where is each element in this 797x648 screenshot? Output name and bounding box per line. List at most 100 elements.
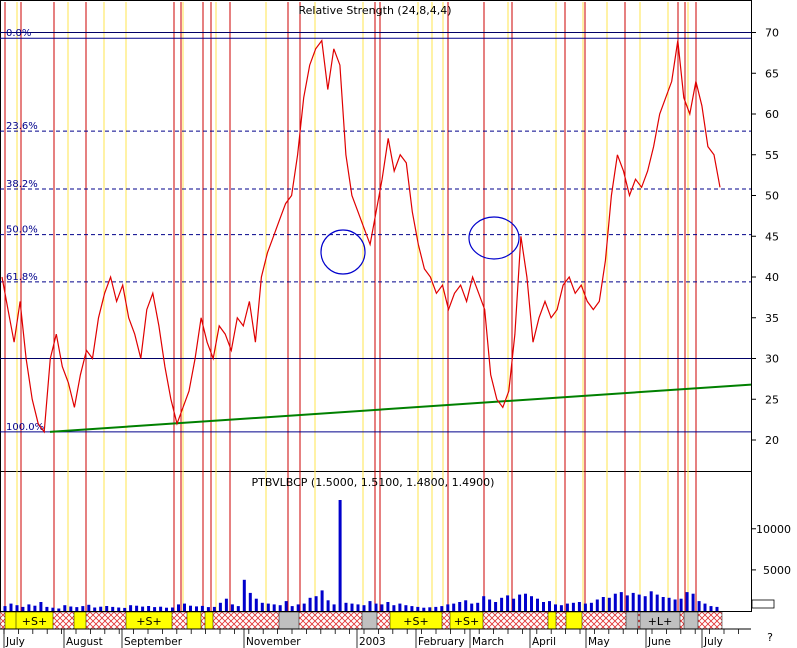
volume-bar (147, 606, 151, 611)
volume-bar (458, 602, 462, 611)
volume-bar (428, 607, 432, 611)
volume-bar (685, 592, 689, 611)
month-label: March (472, 636, 504, 648)
month-label: 2003 (359, 636, 386, 648)
month-label: July (5, 636, 25, 648)
volume-bar (248, 592, 252, 611)
volume-bar (500, 597, 504, 611)
band-segment (547, 611, 557, 630)
price-series (1, 39, 721, 434)
volume-panel-frame (0, 471, 752, 612)
volume-bar (571, 602, 575, 611)
volume-bar (643, 596, 647, 611)
volume-bar (236, 606, 240, 611)
volume-bar (296, 604, 300, 611)
volume-bar (123, 607, 127, 611)
highlight-circles (320, 216, 520, 275)
volume-bar (673, 599, 677, 611)
volume-bar (512, 598, 516, 611)
volume-bar (494, 602, 498, 611)
volume-bar (661, 597, 665, 611)
volume-bar (440, 606, 444, 611)
volume-bar (595, 599, 599, 611)
fib-level-label: 0.0% (6, 28, 31, 39)
volume-bar (536, 598, 539, 611)
y-tick-label: 60 (765, 108, 779, 121)
month-label: July (703, 636, 723, 648)
price-chart-title: Relative Strength (24,8,4,4) (298, 4, 451, 17)
band-label: +S+ (403, 615, 428, 628)
volume-bar (284, 601, 288, 611)
corner-mark: ? (767, 631, 773, 644)
volume-bar (212, 606, 216, 611)
volume-tick-label: 5000 (763, 564, 791, 577)
volume-bar (260, 602, 264, 611)
y-tick-label: 45 (765, 230, 779, 243)
volume-bar (69, 606, 73, 611)
volume-bar (392, 605, 396, 611)
volume-bar (206, 607, 210, 611)
volume-bars (3, 500, 719, 611)
volume-bar (589, 602, 593, 611)
fib-level-label: 50.0% (6, 225, 38, 236)
y-tick-label: 25 (765, 393, 779, 406)
volume-bar (619, 592, 623, 611)
volume-bar (464, 600, 468, 611)
y-tick-label: 55 (765, 149, 779, 162)
volume-bar (129, 605, 133, 611)
volume-bar (141, 606, 145, 611)
volume-bar (63, 605, 67, 611)
volume-bar (368, 601, 372, 611)
vertical-marker-lines (4, 2, 697, 611)
volume-chart-title: PTBVLBCP (1.5000, 1.5100, 1.4800, 1.4900… (252, 476, 495, 489)
volume-bar (9, 603, 13, 611)
y-tick-label: 35 (765, 312, 779, 325)
band-segment (361, 611, 378, 630)
fib-level-label: 100.0% (6, 422, 44, 433)
highlight-circle (320, 229, 366, 275)
volume-bar (548, 601, 551, 611)
volume-bar (332, 604, 336, 611)
volume-bar (380, 604, 384, 611)
month-label: August (66, 636, 103, 648)
price-panel-frame (0, 0, 752, 472)
volume-bar (416, 606, 420, 611)
band-segment (73, 611, 87, 630)
volume-bar (410, 606, 414, 611)
volume-bar (81, 606, 85, 611)
volume-bar (99, 606, 103, 611)
volume-bar (679, 598, 683, 611)
volume-bar (57, 608, 61, 611)
volume-bar (33, 605, 37, 611)
volume-bar (51, 607, 55, 611)
volume-bar (691, 593, 695, 611)
volume-bar (254, 598, 258, 611)
volume-bar (709, 606, 713, 611)
volume-bar (183, 603, 186, 611)
volume-bar (117, 607, 121, 611)
fib-level-label: 23.6% (6, 121, 38, 132)
volume-bar (559, 605, 563, 611)
y-tick-label: 65 (765, 67, 779, 80)
volume-bar (177, 604, 180, 611)
volume-bar (703, 603, 707, 611)
volume-bar (344, 602, 348, 611)
trendline (49, 383, 752, 433)
price-line (1, 39, 721, 434)
volume-bar (3, 606, 7, 611)
volume-bar (290, 606, 294, 611)
volume-bar (302, 603, 306, 611)
volume-bar (200, 605, 204, 611)
volume-bar (111, 606, 115, 611)
volume-bar (27, 604, 31, 611)
volume-bar (218, 602, 222, 611)
volume-bar (105, 606, 109, 611)
volume-bar (422, 607, 426, 611)
volume-bar (398, 603, 402, 611)
volume-bar (506, 595, 510, 611)
volume-bar (15, 605, 19, 611)
volume-bar (272, 604, 276, 611)
volume-bar (488, 599, 492, 611)
volume-bar (230, 604, 234, 611)
